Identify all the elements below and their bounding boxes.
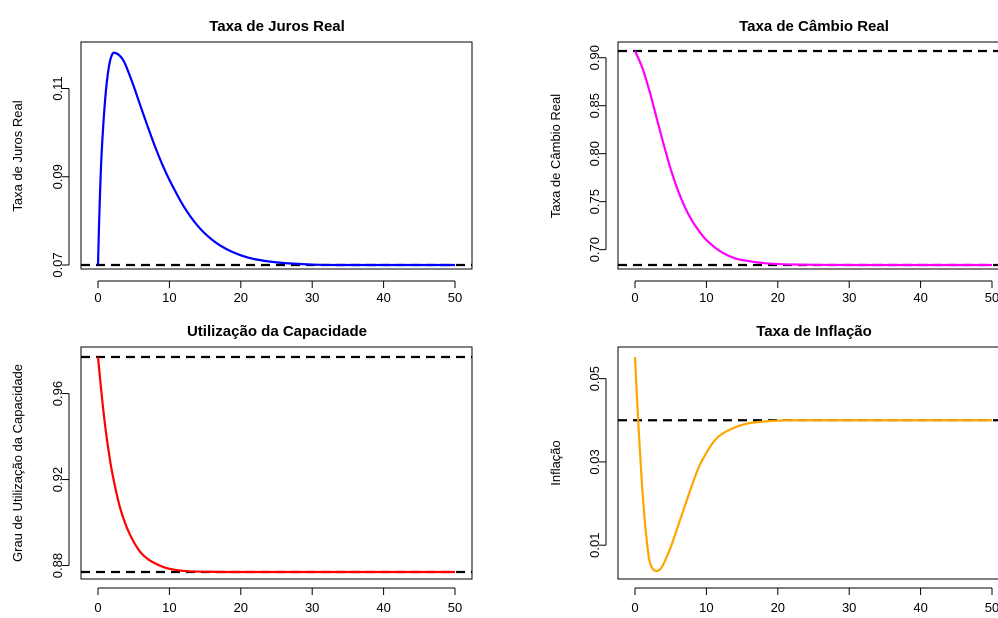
x-tick-label: 10 xyxy=(162,600,176,615)
y-tick-label: 0.80 xyxy=(587,141,602,166)
y-axis-label: Inflação xyxy=(548,440,563,486)
x-tick-label: 20 xyxy=(771,600,785,615)
y-tick-label: 0.11 xyxy=(50,76,65,100)
axes: 0 10 20 30 40 50 0.70 0.75 0.80 0.85 0.90 xyxy=(587,45,998,305)
x-tick-label: 30 xyxy=(842,600,856,615)
plot-frame xyxy=(80,41,473,270)
x-tick-label: 20 xyxy=(771,290,785,305)
y-tick-label: 0.07 xyxy=(50,252,65,277)
panel-utilizacao-da-capacidade: Utilização da Capacidade Grau de Utiliza… xyxy=(10,323,473,615)
x-tick-label: 0 xyxy=(94,600,101,615)
x-tick-label: 30 xyxy=(842,290,856,305)
y-tick-label: 0.92 xyxy=(50,467,65,492)
y-tick-label: 0.09 xyxy=(50,164,65,189)
y-axis-label: Grau de Utilização da Capacidade xyxy=(10,364,25,562)
x-tick-label: 10 xyxy=(162,290,176,305)
reference-lines xyxy=(81,355,472,574)
x-tick-label: 20 xyxy=(234,290,248,305)
y-tick-label: 0.90 xyxy=(587,45,602,70)
x-tick-label: 40 xyxy=(913,600,927,615)
y-tick-label: 0.85 xyxy=(587,93,602,118)
chart-title: Taxa de Juros Real xyxy=(209,18,345,35)
chart-title: Taxa de Câmbio Real xyxy=(739,18,889,35)
x-tick-label: 20 xyxy=(234,600,248,615)
x-tick-label: 0 xyxy=(631,600,638,615)
x-tick-label: 50 xyxy=(448,290,462,305)
y-tick-label: 0.96 xyxy=(50,381,65,406)
axes: 0 10 20 30 40 50 0.07 0.09 0.11 xyxy=(50,76,462,305)
plot-frame xyxy=(617,346,998,580)
y-tick-label: 0.88 xyxy=(50,553,65,578)
x-tick-label: 40 xyxy=(376,600,390,615)
x-tick-label: 30 xyxy=(305,290,319,305)
series-line xyxy=(633,356,992,573)
axes: 0 10 20 30 40 50 0.88 0.92 0.96 xyxy=(50,381,462,615)
panel-taxa-de-cambio-real: Taxa de Câmbio Real Taxa de Câmbio Real … xyxy=(548,18,998,305)
x-tick-label: 50 xyxy=(448,600,462,615)
y-tick-label: 0.01 xyxy=(587,533,602,558)
x-tick-label: 0 xyxy=(94,290,101,305)
y-tick-label: 0.05 xyxy=(587,366,602,391)
plot-frame xyxy=(617,41,998,270)
x-tick-label: 50 xyxy=(985,600,998,615)
y-tick-label: 0.70 xyxy=(587,237,602,262)
x-tick-label: 0 xyxy=(631,290,638,305)
chart-title: Taxa de Inflação xyxy=(756,323,872,340)
x-tick-label: 50 xyxy=(985,290,998,305)
x-tick-label: 40 xyxy=(376,290,390,305)
series-line xyxy=(96,356,455,574)
x-tick-label: 10 xyxy=(699,290,713,305)
y-axis-label: Taxa de Câmbio Real xyxy=(548,94,563,218)
plot-frame xyxy=(80,346,473,580)
y-axis-label: Taxa de Juros Real xyxy=(10,100,25,211)
y-tick-label: 0.75 xyxy=(587,189,602,214)
x-tick-label: 30 xyxy=(305,600,319,615)
axes: 0 10 20 30 40 50 0.01 0.03 0.05 xyxy=(587,366,998,615)
chart-title: Utilização da Capacidade xyxy=(187,323,367,340)
series-line xyxy=(633,50,992,267)
reference-lines xyxy=(618,49,998,267)
y-tick-label: 0.03 xyxy=(587,449,602,474)
x-tick-label: 10 xyxy=(699,600,713,615)
panel-taxa-de-juros-real: Taxa de Juros Real Taxa de Juros Real 0 1… xyxy=(10,18,473,305)
series-line xyxy=(96,51,455,267)
x-tick-label: 40 xyxy=(913,290,927,305)
panel-taxa-de-inflacao: Taxa de Inflação Inflação 0 10 20 30 40 50 0.0… xyxy=(548,323,998,615)
